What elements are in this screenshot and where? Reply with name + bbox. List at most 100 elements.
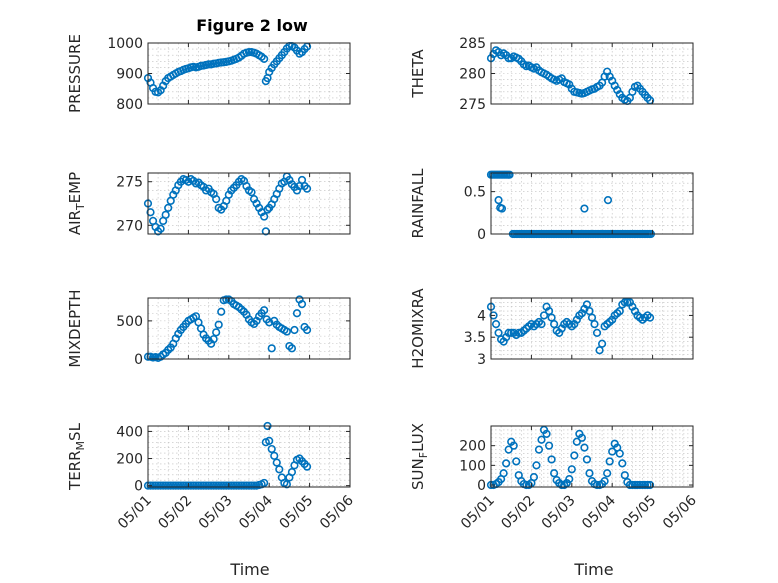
data-point (184, 481, 193, 490)
data-point (159, 481, 168, 490)
y-tick-label: 0 (134, 352, 143, 368)
data-point (643, 480, 652, 490)
data-point (156, 224, 165, 233)
y-tick-label: 275 (116, 175, 143, 191)
y-axis-label-part: EMP (66, 172, 84, 203)
y-tick-label: 500 (116, 314, 143, 330)
data-point (595, 346, 604, 355)
subplot-air_temp: 270 275 AIRTEMP (66, 172, 351, 236)
data-point (302, 462, 312, 471)
y-tick-label: 3.5 (464, 330, 486, 346)
axes-frame (147, 425, 351, 488)
data-point (234, 481, 243, 490)
data-point (204, 60, 213, 69)
data-point (194, 481, 203, 490)
data-point (249, 481, 259, 490)
data-point (597, 339, 607, 348)
data-point (275, 465, 284, 474)
data-point (181, 481, 190, 490)
y-tick-label: 200 (116, 452, 143, 468)
axes-frame (490, 172, 694, 235)
data-point (491, 320, 501, 329)
axes-frame (490, 297, 694, 360)
data-point (146, 481, 155, 490)
data-point (499, 469, 508, 478)
data-point (580, 204, 589, 213)
data-point (232, 481, 241, 490)
data-point (572, 437, 581, 446)
data-point (587, 313, 597, 322)
data-point (247, 481, 256, 490)
data-point (270, 451, 279, 460)
subplot-pressure: 800 900 1000 PRESSURE (66, 34, 351, 113)
subplot-theta: 275 280 285 THETA (409, 36, 694, 113)
data-point (260, 212, 269, 221)
data-point (287, 467, 297, 477)
data-point (537, 435, 546, 444)
data-point (505, 170, 514, 179)
y-axis-label-part: THETA (409, 49, 427, 99)
data-point (191, 481, 201, 490)
data-point (542, 429, 551, 438)
data-point (212, 328, 221, 337)
data-point (169, 481, 178, 490)
data-point (577, 433, 587, 442)
subplot-h2omixra: 3 3.5 4 H2OMIXRA (409, 288, 694, 369)
data-point (242, 481, 251, 490)
data-point (267, 444, 276, 454)
axes-frame (147, 297, 351, 360)
data-point (522, 480, 531, 490)
data-point (164, 481, 173, 490)
data-point (645, 313, 655, 322)
data-point (550, 469, 559, 478)
data-point (292, 309, 302, 318)
data-point (297, 300, 307, 309)
data-point (199, 481, 208, 490)
data-point (628, 480, 637, 490)
data-point (272, 458, 281, 467)
data-point (565, 475, 574, 484)
data-point (176, 481, 185, 490)
data-point (217, 307, 226, 316)
data-point (633, 480, 642, 490)
y-axis-label-part: LUX (409, 423, 427, 452)
y-axis-label-subscript: F (417, 452, 430, 458)
y-axis-label: SUNFLUX (409, 423, 430, 490)
data-point (615, 449, 624, 458)
y-axis-label-part: RAINFALL (409, 168, 427, 239)
plot-area (491, 426, 693, 487)
data-point (582, 455, 592, 464)
y-axis-label: H2OMIXRA (409, 288, 427, 369)
data-point (623, 298, 632, 307)
data-point (630, 480, 640, 490)
data-point (237, 481, 246, 490)
data-point (204, 481, 213, 490)
data-point (154, 481, 163, 490)
data-point (494, 328, 503, 337)
y-axis-label-subscript: M (74, 441, 87, 451)
y-tick-label: 270 (116, 218, 143, 234)
data-point (534, 445, 544, 454)
data-point (179, 481, 188, 490)
y-tick-label: 0 (477, 478, 486, 494)
y-axis-label-part: SL (66, 422, 84, 441)
subplot-rainfall: 0 0.5 RAINFALL (409, 168, 694, 243)
y-axis-label: RAINFALL (409, 168, 427, 239)
data-point (244, 48, 254, 57)
data-point (302, 325, 312, 335)
axes-frame (490, 425, 694, 488)
y-tick-label: 0 (477, 227, 486, 243)
y-axis-label-subscript: T (74, 203, 87, 211)
data-point (547, 455, 556, 464)
y-tick-label: 0.5 (464, 185, 486, 201)
data-point (504, 54, 513, 63)
y-axis-label-part: H2OMIXRA (409, 288, 427, 369)
data-point (222, 295, 231, 304)
data-point (260, 54, 269, 63)
data-point (590, 320, 599, 329)
data-point (502, 459, 511, 468)
data-point (608, 447, 617, 456)
figure-title: Figure 2 low (196, 16, 308, 35)
